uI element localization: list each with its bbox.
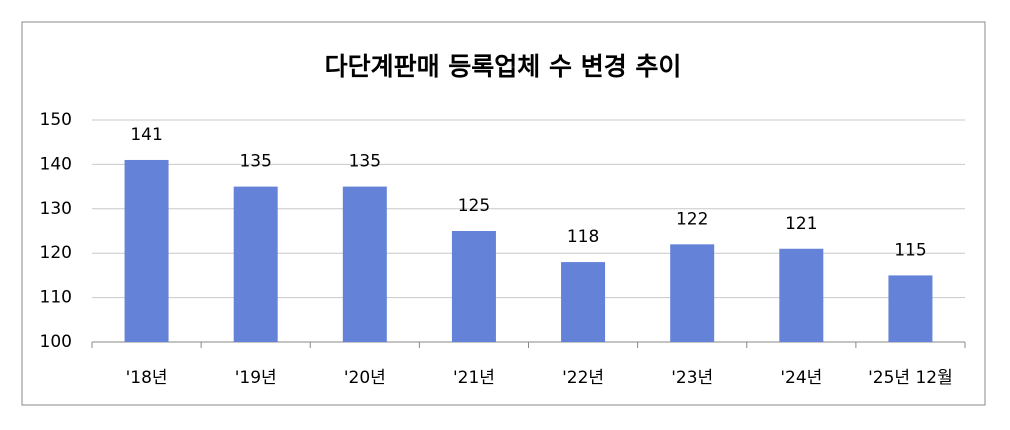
data-label: 122	[676, 209, 708, 229]
x-tick-label: '19년	[235, 368, 277, 388]
bar	[124, 159, 169, 342]
y-tick-label: 100	[40, 332, 72, 352]
bar	[561, 262, 606, 342]
x-tick-label: '23년	[671, 368, 713, 388]
data-label: 141	[130, 125, 162, 145]
bar	[451, 231, 496, 342]
data-label: 115	[894, 240, 926, 260]
bar	[670, 244, 715, 342]
data-label: 135	[349, 152, 381, 172]
chart-title: 다단계판매 등록업체 수 변경 추이	[325, 52, 682, 81]
x-tick-label: '25년 12월	[868, 368, 953, 388]
data-label: 125	[458, 196, 490, 216]
x-tick-label: '20년	[344, 368, 386, 388]
y-tick-label: 140	[40, 154, 72, 174]
data-label: 121	[785, 214, 817, 234]
chart-frame	[21, 21, 986, 406]
y-tick-label: 120	[40, 243, 72, 263]
data-label: 135	[239, 152, 271, 172]
bar	[779, 248, 824, 342]
bar	[342, 186, 387, 342]
bar	[888, 275, 933, 342]
y-tick-label: 150	[40, 110, 72, 130]
x-tick-label: '21년	[453, 368, 495, 388]
bar	[233, 186, 278, 342]
x-tick-label: '22년	[562, 368, 604, 388]
x-tick-label: '18년	[126, 368, 168, 388]
y-tick-label: 110	[40, 288, 72, 308]
x-tick-label: '24년	[780, 368, 822, 388]
data-label: 118	[567, 227, 599, 247]
y-tick-label: 130	[40, 199, 72, 219]
